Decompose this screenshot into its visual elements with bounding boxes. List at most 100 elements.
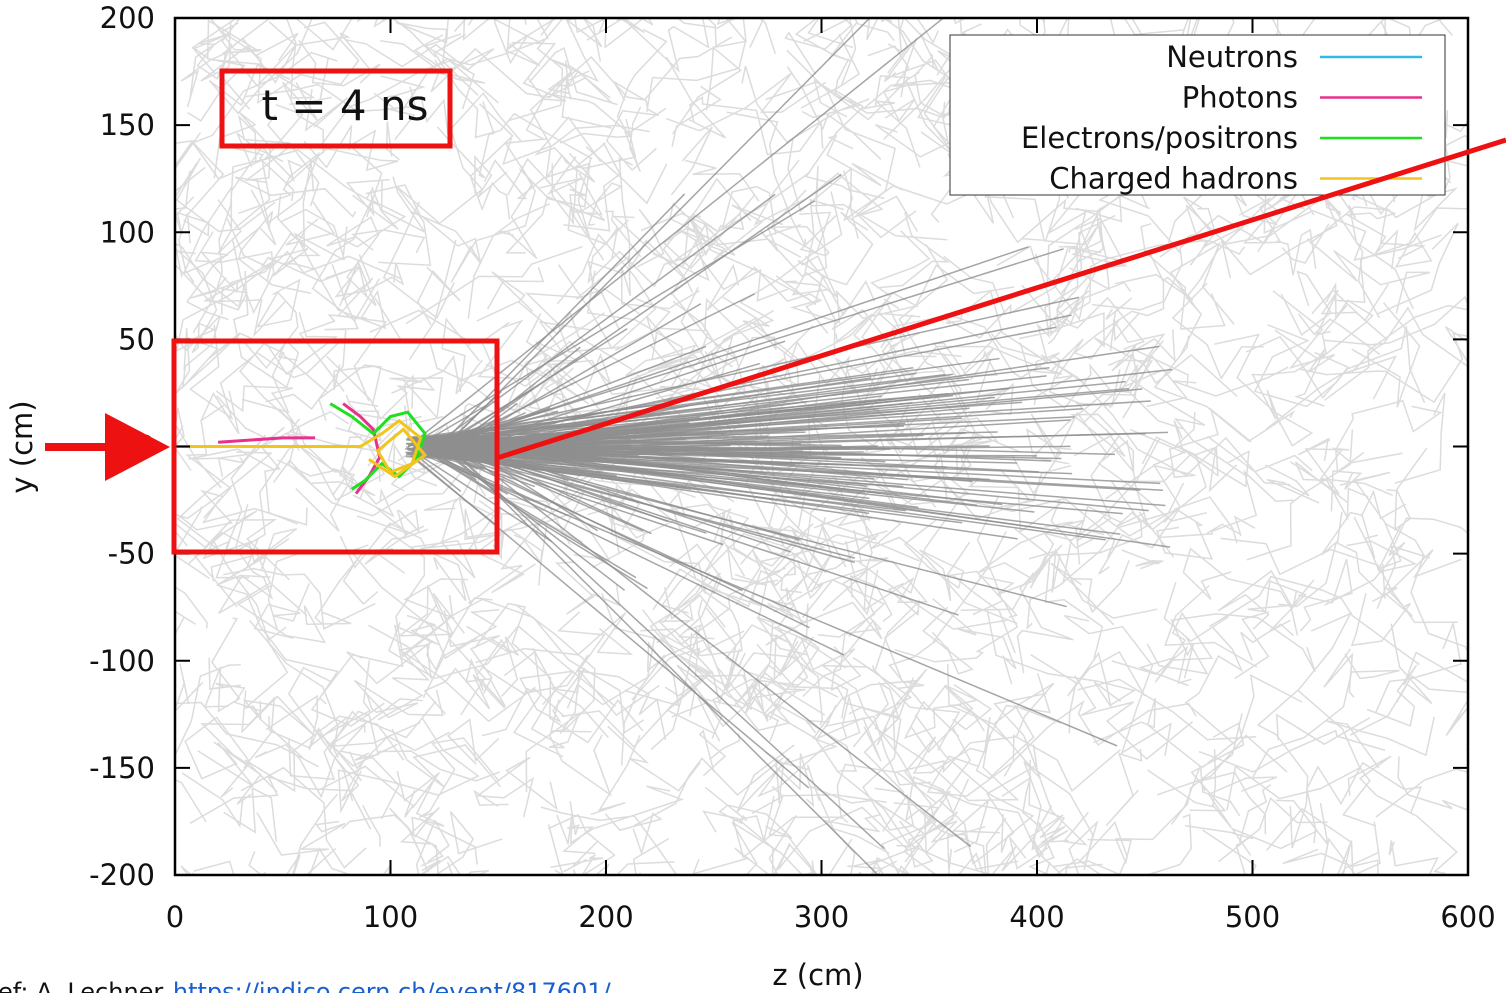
background-track [587,218,712,288]
background-track [420,92,522,142]
background-track [903,519,965,601]
core-track [440,439,885,850]
background-track [816,792,890,855]
background-track [693,847,771,875]
core-track [443,246,1029,446]
background-track [175,170,239,307]
background-track [189,324,344,420]
background-track [1253,324,1350,408]
core-track [435,449,856,559]
background-track [835,769,996,875]
background-track [548,18,603,83]
background-track [758,18,777,55]
core-track [411,439,1039,473]
background-track [736,744,795,813]
background-track [175,407,192,471]
background-track [1184,824,1253,840]
background-track [722,296,800,387]
background-track [669,543,723,595]
core-track [432,328,628,453]
background-track [490,0,551,17]
background-track [223,786,278,842]
background-track [692,858,700,875]
background-track [1084,359,1154,423]
background-track [1320,821,1381,875]
source-link[interactable]: https://indico.cern.ch/event/817601/ [173,978,612,993]
background-track [265,263,360,410]
background-track [185,189,277,321]
background-track [418,737,500,819]
background-track [721,171,811,235]
background-track [1185,197,1322,255]
background-track [1376,544,1431,609]
background-track [216,584,385,727]
background-track [326,355,436,421]
background-track [346,592,465,685]
background-track [853,18,893,24]
background-track [853,230,931,349]
background-track [883,609,925,690]
background-track [1220,537,1458,624]
background-track [1266,807,1352,875]
background-track [403,578,468,620]
legend-box [949,34,1446,196]
background-track [1133,329,1189,386]
background-track [963,245,1079,371]
background-track [894,600,1019,663]
background-track [190,277,286,338]
background-track [686,624,741,706]
background-track [1121,549,1165,570]
core-track [419,448,568,516]
background-track [386,121,400,161]
background-track [689,681,826,728]
background-track [226,218,403,280]
background-track [711,678,799,739]
background-track [1052,860,1122,875]
core-track [410,18,945,446]
background-track [802,616,883,698]
background-track [1063,614,1172,756]
background-track [1112,312,1166,380]
background-track [977,521,1074,596]
core-track [422,451,1123,515]
background-track [586,18,626,41]
core-track [453,445,1062,460]
background-track [948,704,1094,871]
background-track [182,884,303,954]
background-track [175,519,290,581]
background-track [236,583,352,644]
background-track [876,669,927,751]
background-track [975,358,1007,404]
background-track [314,268,387,330]
background-track [241,352,328,414]
background-track [473,789,509,807]
background-track [237,211,312,295]
background-track [751,794,817,875]
background-track [945,312,1060,379]
background-track [800,18,857,109]
background-track [960,550,1057,612]
background-track [182,186,274,294]
background-track [446,718,500,765]
background-track [336,0,368,8]
background-track [713,238,802,259]
core-track [435,193,776,445]
background-track [1388,840,1439,875]
zoom-pointer [496,137,1506,461]
background-track [175,132,202,199]
background-track [1153,335,1295,443]
background-track [1054,858,1103,875]
background-track [175,166,210,237]
background-track [768,815,797,875]
background-track [374,297,505,412]
x-tick-label: 600 [1440,900,1495,934]
background-track [483,159,591,208]
background-track [585,146,668,205]
zoom-box [171,338,500,555]
core-track [436,372,917,439]
background-track [436,101,495,179]
background-track [481,687,566,737]
background-track [1028,822,1064,875]
core-track [430,441,810,629]
core-track [420,443,724,546]
